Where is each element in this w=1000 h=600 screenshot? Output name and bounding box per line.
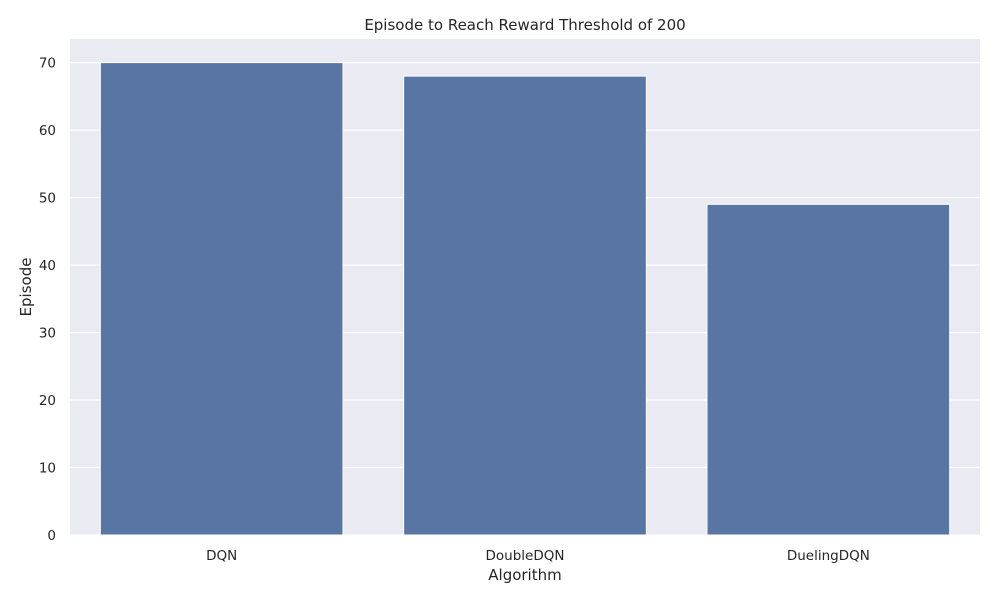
x-tick-label: DoubleDQN — [486, 548, 565, 564]
y-tick-label: 10 — [39, 461, 56, 477]
y-tick-label: 40 — [39, 258, 56, 274]
bars — [99, 62, 951, 536]
bar-duelingdqn — [706, 203, 951, 536]
y-axis-ticks: 0 10 20 30 40 50 60 70 — [39, 56, 56, 544]
x-tick-label: DQN — [206, 548, 237, 564]
x-axis-label: Algorithm — [488, 566, 561, 584]
y-tick-label: 30 — [39, 326, 56, 342]
x-axis-ticks: DQN DoubleDQN DuelingDQN — [206, 548, 870, 564]
y-tick-label: 70 — [39, 56, 56, 72]
chart-title: Episode to Reach Reward Threshold of 200 — [364, 16, 685, 34]
y-tick-label: 20 — [39, 393, 56, 409]
x-tick-label: DuelingDQN — [787, 548, 870, 564]
y-tick-label: 50 — [39, 191, 56, 207]
bar-dqn — [99, 62, 344, 536]
y-tick-label: 60 — [39, 123, 56, 139]
y-tick-label: 0 — [47, 528, 56, 544]
bar-doubledqn — [403, 75, 647, 536]
y-axis-label: Episode — [17, 258, 35, 317]
